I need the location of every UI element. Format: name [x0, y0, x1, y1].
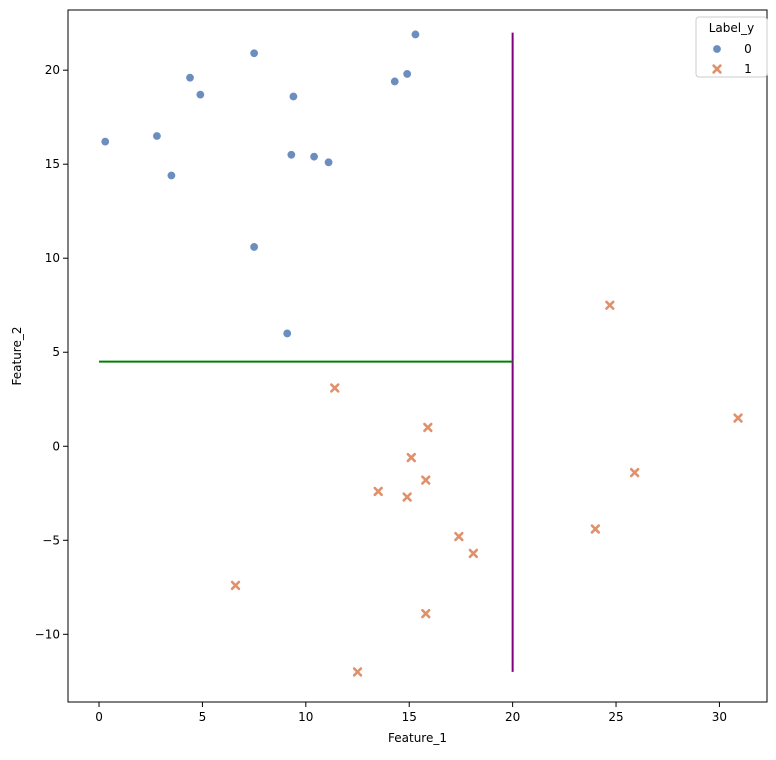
- data-point-label-0: [286, 150, 296, 160]
- x-tick-label: 20: [505, 710, 520, 724]
- data-point-label-1: [406, 452, 416, 463]
- data-point-label-1: [230, 580, 241, 591]
- data-point-label-1: [629, 467, 640, 478]
- data-point-label-0: [100, 137, 110, 147]
- y-tick-label: 15: [45, 157, 60, 171]
- data-point-label-1: [590, 524, 601, 534]
- x-tick-label: 5: [199, 710, 207, 724]
- data-point-label-0: [390, 76, 400, 86]
- data-point-label-0: [249, 48, 259, 58]
- split-lines: [99, 32, 514, 672]
- y-tick-label: −10: [35, 627, 60, 641]
- x-tick-label: 30: [712, 710, 727, 724]
- data-point-label-1: [402, 492, 412, 502]
- data-point-label-1: [468, 548, 479, 559]
- x-tick-label: 0: [95, 710, 103, 724]
- axes-frame: [67, 9, 768, 703]
- legend-label: 0: [744, 42, 752, 56]
- data-point-label-0: [195, 90, 205, 100]
- y-tick-label: 5: [52, 345, 60, 359]
- legend-x-marker: [712, 64, 722, 74]
- x-tick-label: 10: [298, 710, 313, 724]
- x-tick-label: 25: [608, 710, 623, 724]
- data-point-label-1: [605, 300, 615, 310]
- y-tick-label: −5: [42, 533, 60, 547]
- data-point-label-1: [421, 475, 431, 485]
- data-point-label-1: [373, 486, 383, 497]
- y-tick-label: 0: [52, 439, 60, 453]
- y-axis-ticks: −10 −5 0 5 10 15 20: [35, 63, 68, 641]
- data-point-label-1: [421, 608, 431, 619]
- legend: Label_y 01: [695, 16, 768, 78]
- x-tick-label: 15: [402, 710, 417, 724]
- data-point-label-1: [352, 667, 363, 677]
- legend-item: 0: [712, 42, 752, 56]
- legend-title: Label_y: [709, 21, 754, 35]
- legend-item: 1: [712, 62, 752, 76]
- data-point-label-0: [402, 69, 412, 79]
- data-point-label-0: [152, 131, 162, 141]
- x-axis-ticks: 0 5 10 15 20 25 30: [95, 702, 727, 724]
- y-tick-label: 10: [45, 251, 60, 265]
- y-axis-label: Feature_2: [10, 327, 24, 386]
- data-point-label-1: [330, 383, 340, 393]
- data-point-label-0: [249, 242, 259, 252]
- y-tick-label: 20: [45, 63, 60, 77]
- data-point-label-0: [166, 170, 176, 180]
- data-point-label-1: [733, 413, 743, 423]
- data-point-label-0: [410, 29, 420, 39]
- data-point-label-0: [185, 73, 195, 83]
- legend-box: [695, 16, 768, 78]
- x-axis-label: Feature_1: [388, 731, 447, 745]
- data-point-label-0: [288, 92, 298, 102]
- data-point-label-0: [309, 152, 319, 162]
- legend-circle-marker: [712, 44, 722, 54]
- legend-items: 01: [712, 42, 752, 76]
- legend-label: 1: [744, 62, 752, 76]
- data-point-label-0: [282, 328, 292, 338]
- data-points: [100, 29, 743, 677]
- data-point-label-1: [454, 531, 464, 542]
- data-point-label-1: [423, 422, 433, 433]
- data-point-label-0: [324, 157, 334, 167]
